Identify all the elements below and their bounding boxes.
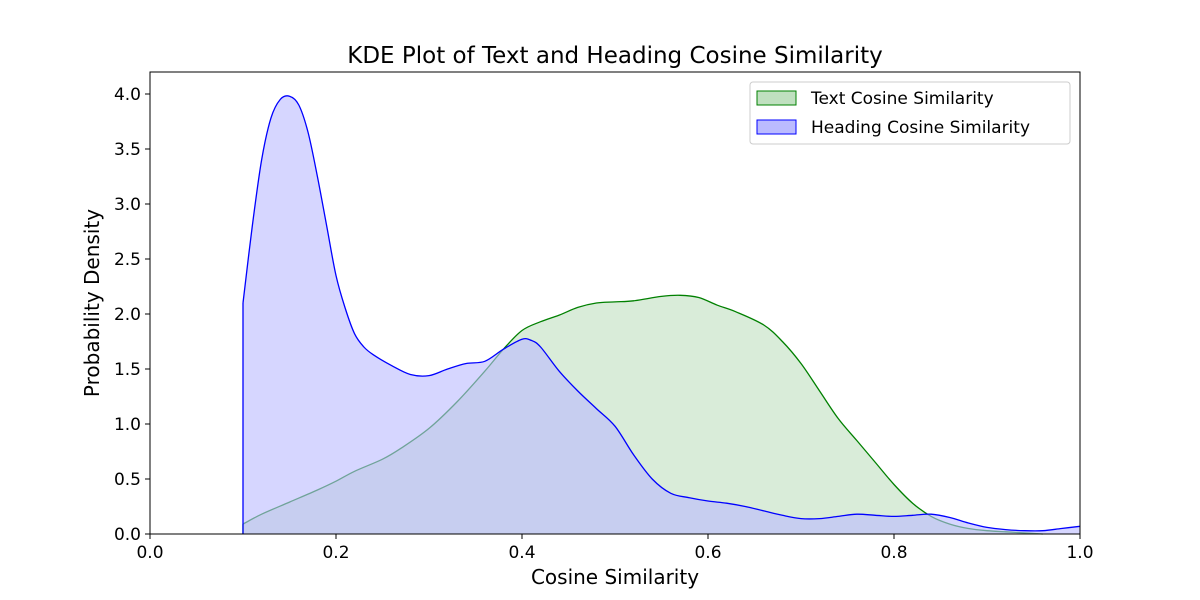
- legend-label-text: Text Cosine Similarity: [810, 89, 994, 109]
- y-tick-label: 0.5: [114, 470, 141, 490]
- y-tick-label: 2.5: [114, 250, 141, 270]
- legend-label-heading: Heading Cosine Similarity: [811, 118, 1030, 138]
- x-tick-label: 0.4: [508, 543, 535, 563]
- x-tick-label: 0.8: [880, 543, 907, 563]
- y-tick-label: 3.0: [114, 195, 141, 215]
- legend: Text Cosine Similarity Heading Cosine Si…: [749, 81, 1071, 145]
- y-tick-label: 2.0: [114, 305, 141, 325]
- x-axis-label: Cosine Similarity: [531, 565, 699, 589]
- legend-swatch-heading: [756, 119, 797, 135]
- y-tick-label: 1.5: [114, 360, 141, 380]
- series-line-heading: [242, 95, 1081, 532]
- y-tick-label: 4.0: [114, 85, 141, 105]
- x-tick-label: 0.2: [322, 543, 349, 563]
- legend-box: [749, 81, 1071, 145]
- y-tick-label: 3.5: [114, 140, 141, 160]
- legend-swatch-text: [756, 90, 797, 106]
- x-tick-label: 1.0: [1066, 543, 1093, 563]
- x-tick-label: 0.0: [136, 543, 163, 563]
- x-axis-ticks: 0.0 0.2 0.4 0.6 0.8 1.0: [136, 534, 1094, 563]
- y-axis-label: Probability Density: [80, 209, 104, 397]
- chart-title: KDE Plot of Text and Heading Cosine Simi…: [347, 43, 883, 69]
- x-tick-label: 0.6: [694, 543, 721, 563]
- y-axis-ticks: 0.0 0.5 1.0 1.5 2.0 2.5 3.0 3.5 4.0: [114, 85, 150, 545]
- y-tick-label: 1.0: [114, 415, 141, 435]
- series-area-heading: [243, 95, 1080, 535]
- series-layer: [242, 95, 1081, 535]
- plot-frame: [149, 71, 1081, 535]
- y-tick-label: 0.0: [114, 525, 141, 545]
